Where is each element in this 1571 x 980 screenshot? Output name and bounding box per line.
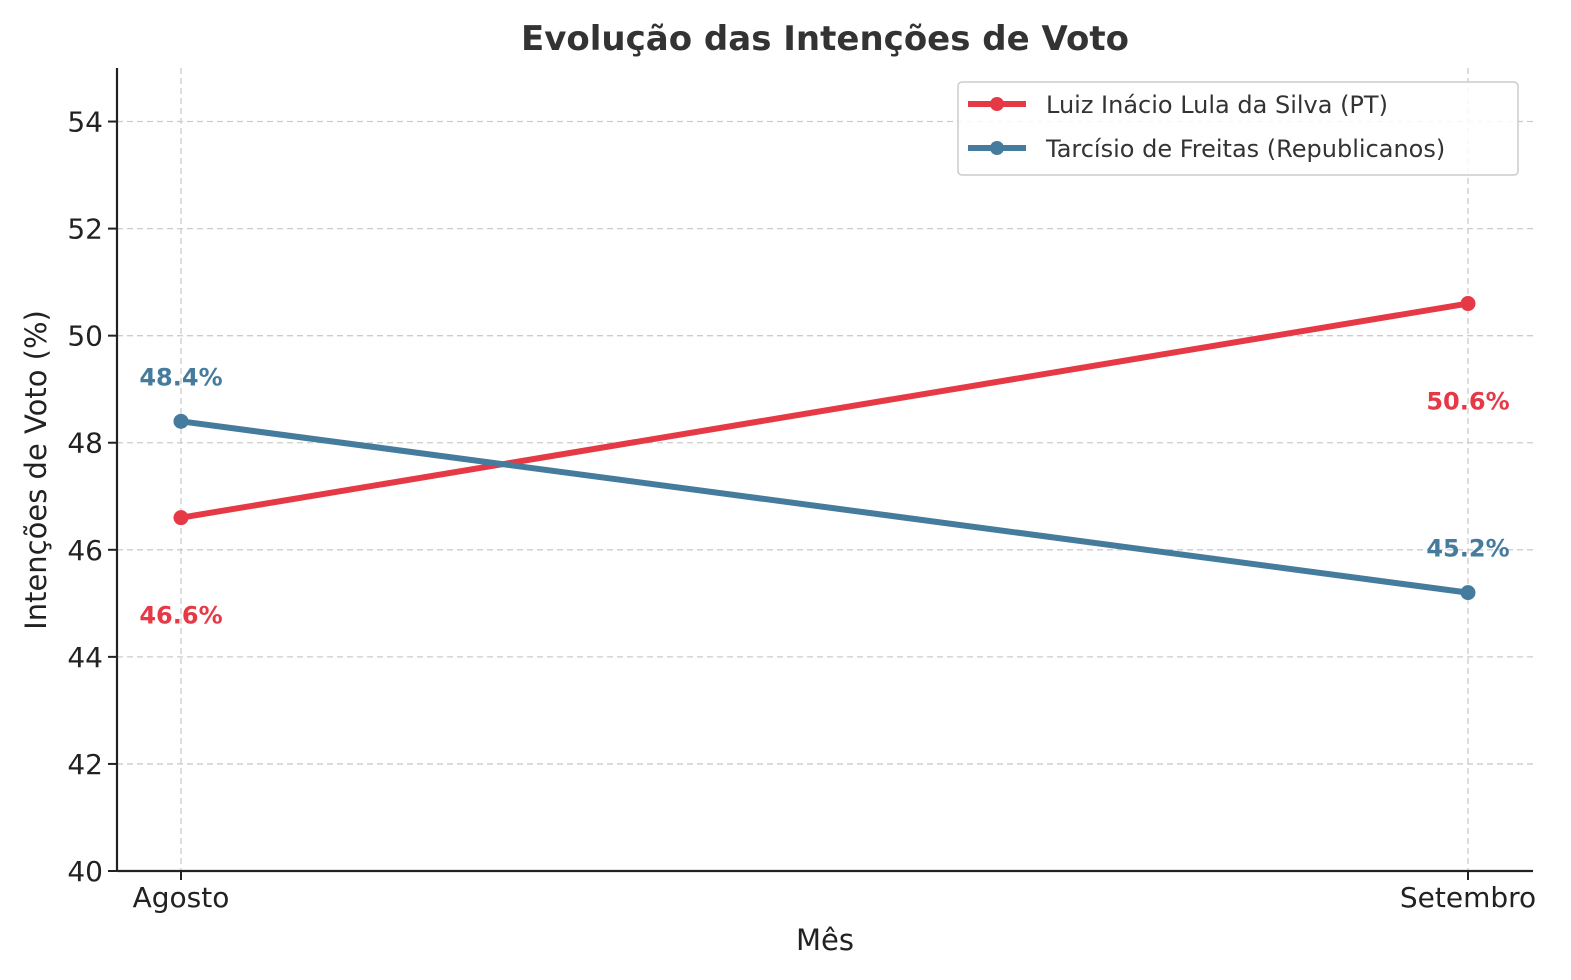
legend-box	[957, 81, 1519, 176]
series	[173, 296, 1476, 601]
y-tick-label: 50	[67, 320, 103, 353]
series-line-1	[178, 418, 1471, 596]
y-tick-label: 48	[67, 427, 103, 460]
legend-label-1: Tarcísio de Freitas (Republicanos)	[1045, 135, 1445, 163]
data-point	[1460, 296, 1476, 312]
data-point	[1460, 585, 1476, 601]
data-point	[173, 413, 189, 429]
tick-labels: 40 42 44 46 48 50 52 54 Agosto Setembro	[67, 106, 1536, 914]
y-axis-title: Intenções de Voto (%)	[19, 310, 53, 630]
x-tick-label: Setembro	[1400, 881, 1536, 914]
data-label: 48.4%	[139, 363, 222, 391]
y-tick-label: 46	[67, 534, 103, 567]
y-tick-label: 42	[67, 748, 103, 781]
x-axis-title: Mês	[796, 923, 854, 957]
chart-title: Evolução das Intenções de Voto	[521, 19, 1129, 59]
x-tick-label: Agosto	[133, 881, 230, 914]
data-labels: 46.6% 50.6% 48.4% 45.2%	[139, 363, 1509, 629]
grid	[117, 68, 1533, 871]
axes	[108, 68, 1533, 880]
y-tick-label: 40	[67, 855, 103, 888]
y-tick-label: 52	[67, 213, 103, 246]
y-tick-label: 54	[67, 106, 103, 139]
legend-marker-0	[990, 97, 1004, 111]
series-line-0	[178, 300, 1471, 521]
legend-label-0: Luiz Inácio Lula da Silva (PT)	[1046, 91, 1388, 119]
y-tick-label: 44	[67, 641, 103, 674]
data-point	[173, 510, 189, 526]
data-label: 45.2%	[1426, 535, 1509, 563]
data-label: 46.6%	[139, 602, 222, 630]
data-label: 50.6%	[1426, 388, 1509, 416]
legend: Luiz Inácio Lula da Silva (PT) Tarcísio d…	[957, 81, 1519, 176]
legend-marker-1	[990, 141, 1004, 155]
